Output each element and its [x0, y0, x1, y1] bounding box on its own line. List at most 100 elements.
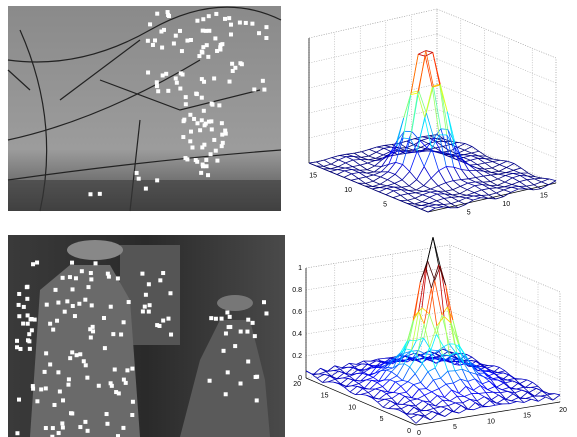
surface-mesh [483, 182, 491, 183]
speckle [26, 322, 30, 326]
speckle [86, 429, 90, 433]
grid-line [309, 59, 437, 88]
speckle [205, 43, 209, 47]
surface-mesh [506, 167, 513, 170]
speckle [238, 61, 242, 65]
speckle [166, 89, 170, 93]
surface-mesh [520, 380, 527, 384]
surface-mesh [379, 192, 386, 195]
surface-mesh [410, 151, 418, 171]
speckle [44, 386, 48, 390]
surface-mesh [435, 368, 441, 378]
surface-mesh [455, 369, 462, 371]
surface-mesh [411, 93, 418, 95]
surface-mesh [375, 389, 381, 390]
surface-mesh [468, 182, 476, 183]
surface-mesh [383, 380, 390, 387]
grid-line [306, 289, 450, 312]
surface-mesh [496, 197, 504, 199]
surface-mesh [330, 170, 338, 172]
surface-mesh [474, 193, 481, 196]
surface-mesh [331, 167, 339, 169]
speckle [226, 370, 230, 374]
surface-mesh [393, 198, 400, 201]
surface-mesh [345, 171, 352, 174]
y-tick-label: 10 [348, 404, 356, 411]
surface-mesh [433, 52, 440, 85]
speckle [107, 275, 111, 279]
surface-mesh [392, 372, 398, 376]
surface-mesh [429, 205, 437, 206]
speckle [210, 127, 214, 131]
surface-mesh [374, 390, 381, 397]
surface-mesh [497, 188, 504, 190]
surface-mesh [403, 164, 410, 171]
surface-mesh [440, 85, 448, 111]
speckle [214, 317, 218, 321]
surface-mesh [452, 197, 460, 198]
surface-mesh [479, 394, 485, 397]
speckle [144, 187, 148, 191]
surface-mesh [491, 175, 498, 179]
speckle [255, 398, 259, 402]
surface-mesh [402, 186, 410, 187]
surface-mesh [372, 189, 379, 192]
speckle [148, 303, 152, 307]
surface-mesh [339, 157, 347, 160]
surface-mesh [423, 189, 431, 191]
surface-mesh [460, 190, 468, 194]
y-tick-label: 5 [380, 416, 384, 423]
surface-mesh [387, 188, 394, 190]
speckle [33, 318, 37, 322]
speckle [135, 171, 139, 175]
surface-mesh [427, 408, 434, 410]
surface-mesh [404, 364, 410, 367]
surface-mesh [441, 371, 448, 378]
surface-mesh [490, 179, 498, 182]
surface-mesh [408, 374, 415, 382]
surface-mesh [395, 382, 401, 386]
speckle [229, 23, 233, 27]
page: 5101515105 00.20.40.60.81051015202015105… [0, 0, 577, 437]
surface-mesh [496, 373, 503, 375]
surface-mesh [500, 391, 507, 392]
surface-mesh [472, 146, 479, 151]
surface-mesh [384, 148, 391, 151]
surface-mesh [429, 201, 437, 204]
surface-mesh [474, 407, 481, 410]
surface-mesh [463, 399, 470, 403]
surface-mesh [439, 384, 446, 388]
surface-mesh [373, 181, 380, 184]
speckle [68, 356, 72, 360]
surface-mesh [442, 355, 449, 356]
speckle [78, 425, 82, 429]
surface-mesh [540, 396, 546, 397]
surface-mesh [411, 418, 417, 423]
speckle [175, 81, 179, 85]
hat-left [67, 240, 123, 260]
surface-mesh [352, 174, 359, 179]
speckle [113, 367, 117, 371]
speckle [201, 164, 205, 168]
surface-mesh [488, 390, 494, 393]
surface-mesh [509, 375, 515, 379]
surface-mesh [417, 151, 424, 166]
z-tick-label: 0.2 [292, 353, 302, 360]
speckle [105, 422, 109, 426]
surface-mesh [521, 168, 528, 173]
speckle [198, 128, 202, 132]
surface-mesh [402, 180, 409, 186]
speckle [52, 403, 56, 407]
y-tick-label: 0 [407, 428, 411, 435]
surface-mesh [423, 191, 430, 192]
surface-mesh [444, 204, 452, 205]
surface-mesh [380, 180, 388, 185]
surface-mesh [513, 168, 521, 170]
surface-mesh [468, 403, 475, 410]
speckle [88, 192, 92, 196]
speckle [116, 276, 120, 280]
speckle [83, 420, 87, 424]
surface-mesh [429, 206, 436, 208]
speckle [58, 389, 62, 393]
speckle [61, 426, 65, 430]
